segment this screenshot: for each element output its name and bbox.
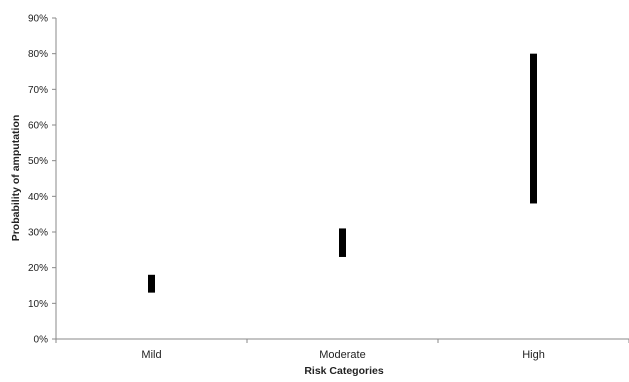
range-bar-mild [148, 274, 155, 293]
axes [55, 18, 629, 340]
y-tick-label: 30% [28, 228, 48, 239]
x-axis-ticks: Mild Moderate High [55, 339, 629, 361]
range-bar-moderate [339, 228, 346, 257]
y-tick-label: 0% [34, 335, 49, 346]
range-bars [148, 53, 537, 293]
y-tick-label: 80% [28, 49, 48, 60]
y-tick-label: 60% [28, 121, 48, 132]
y-axis-title: Probability of amputation [10, 115, 22, 242]
range-bar-high [530, 53, 537, 204]
x-tick-label: High [522, 349, 545, 361]
y-tick-label: 20% [28, 263, 48, 274]
y-axis-ticks: 0% 10% 20% 30% 40% 50% 60% 70% 80% 90% [28, 14, 56, 346]
y-tick-label: 40% [28, 192, 48, 203]
y-tick-label: 10% [28, 299, 48, 310]
y-tick-label: 50% [28, 156, 48, 167]
x-tick-label: Moderate [319, 349, 365, 361]
y-tick-label: 70% [28, 85, 48, 96]
x-axis-title: Risk Categories [304, 365, 384, 377]
y-tick-label: 90% [28, 14, 48, 25]
x-tick-label: Mild [141, 349, 161, 361]
